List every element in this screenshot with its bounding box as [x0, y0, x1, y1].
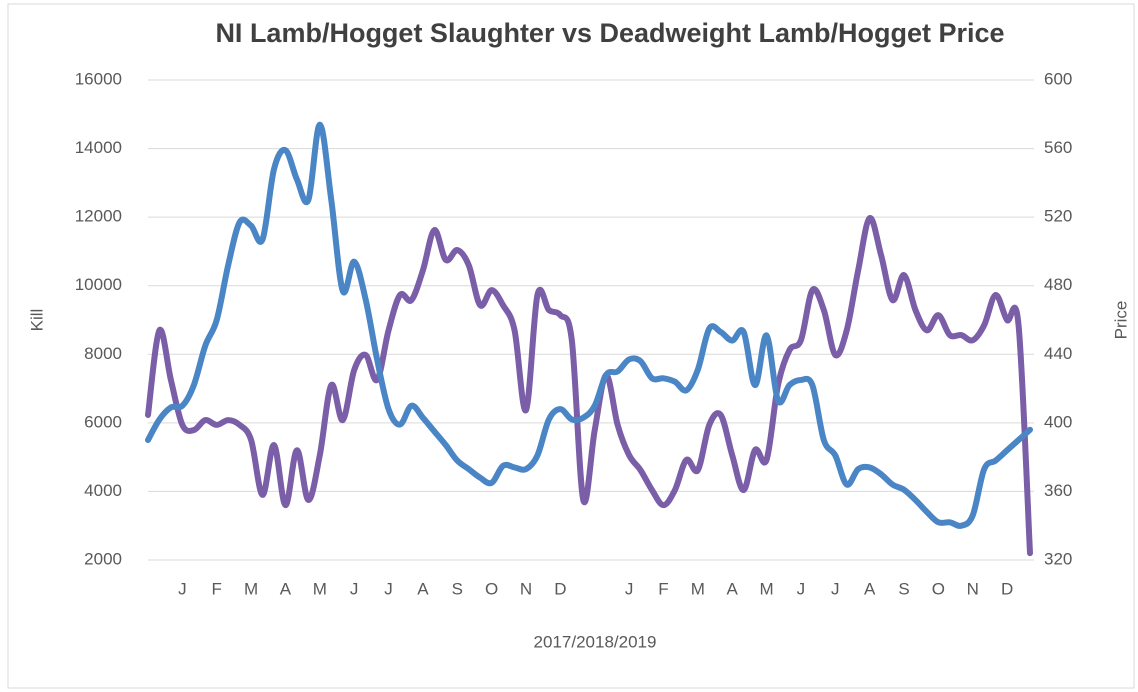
x-tick-label: J: [384, 579, 393, 598]
x-tick-label: O: [485, 579, 498, 598]
series-line: [145, 215, 1033, 557]
x-tick-label: J: [178, 579, 187, 598]
x-tick-label: J: [831, 579, 840, 598]
y-tick-label: 4000: [84, 481, 122, 500]
x-tick-label: S: [898, 579, 909, 598]
x-tick-label: A: [417, 579, 429, 598]
y2-tick-label: 400: [1044, 412, 1072, 431]
y-tick-label: 2000: [84, 549, 122, 568]
x-tick-label: F: [658, 579, 668, 598]
x-tick-label: M: [313, 579, 327, 598]
x-axis-title: 2017/2018/2019: [534, 632, 657, 651]
x-tick-label: F: [212, 579, 222, 598]
y-tick-label: 14000: [75, 138, 122, 157]
x-tick-label: A: [280, 579, 292, 598]
x-tick-label: J: [350, 579, 359, 598]
x-tick-label: D: [1001, 579, 1013, 598]
y-tick-label: 10000: [75, 275, 122, 294]
y2-tick-label: 520: [1044, 207, 1072, 226]
y-tick-label: 8000: [84, 344, 122, 363]
chart-title: NI Lamb/Hogget Slaughter vs Deadweight L…: [215, 18, 1004, 48]
y-tick-label: 12000: [75, 207, 122, 226]
series-line: [145, 121, 1033, 529]
y2-axis-title: Price: [1111, 301, 1130, 340]
x-tick-label: O: [932, 579, 945, 598]
x-tick-label: M: [244, 579, 258, 598]
y2-tick-label: 560: [1044, 138, 1072, 157]
x-tick-label: J: [797, 579, 806, 598]
x-tick-label: A: [727, 579, 739, 598]
y2-tick-label: 320: [1044, 549, 1072, 568]
y2-tick-label: 600: [1044, 69, 1072, 88]
y2-tick-label: 480: [1044, 275, 1072, 294]
x-tick-label: M: [691, 579, 705, 598]
y2-tick-label: 440: [1044, 344, 1072, 363]
x-tick-label: J: [625, 579, 634, 598]
x-tick-label: M: [759, 579, 773, 598]
x-tick-label: A: [864, 579, 876, 598]
x-tick-label: D: [554, 579, 566, 598]
x-tick-label: N: [520, 579, 532, 598]
x-tick-label: N: [967, 579, 979, 598]
y-tick-label: 16000: [75, 69, 122, 88]
y-tick-label: 6000: [84, 412, 122, 431]
y-axis-title: Kill: [27, 309, 46, 332]
x-tick-label: S: [452, 579, 463, 598]
y2-tick-label: 360: [1044, 481, 1072, 500]
